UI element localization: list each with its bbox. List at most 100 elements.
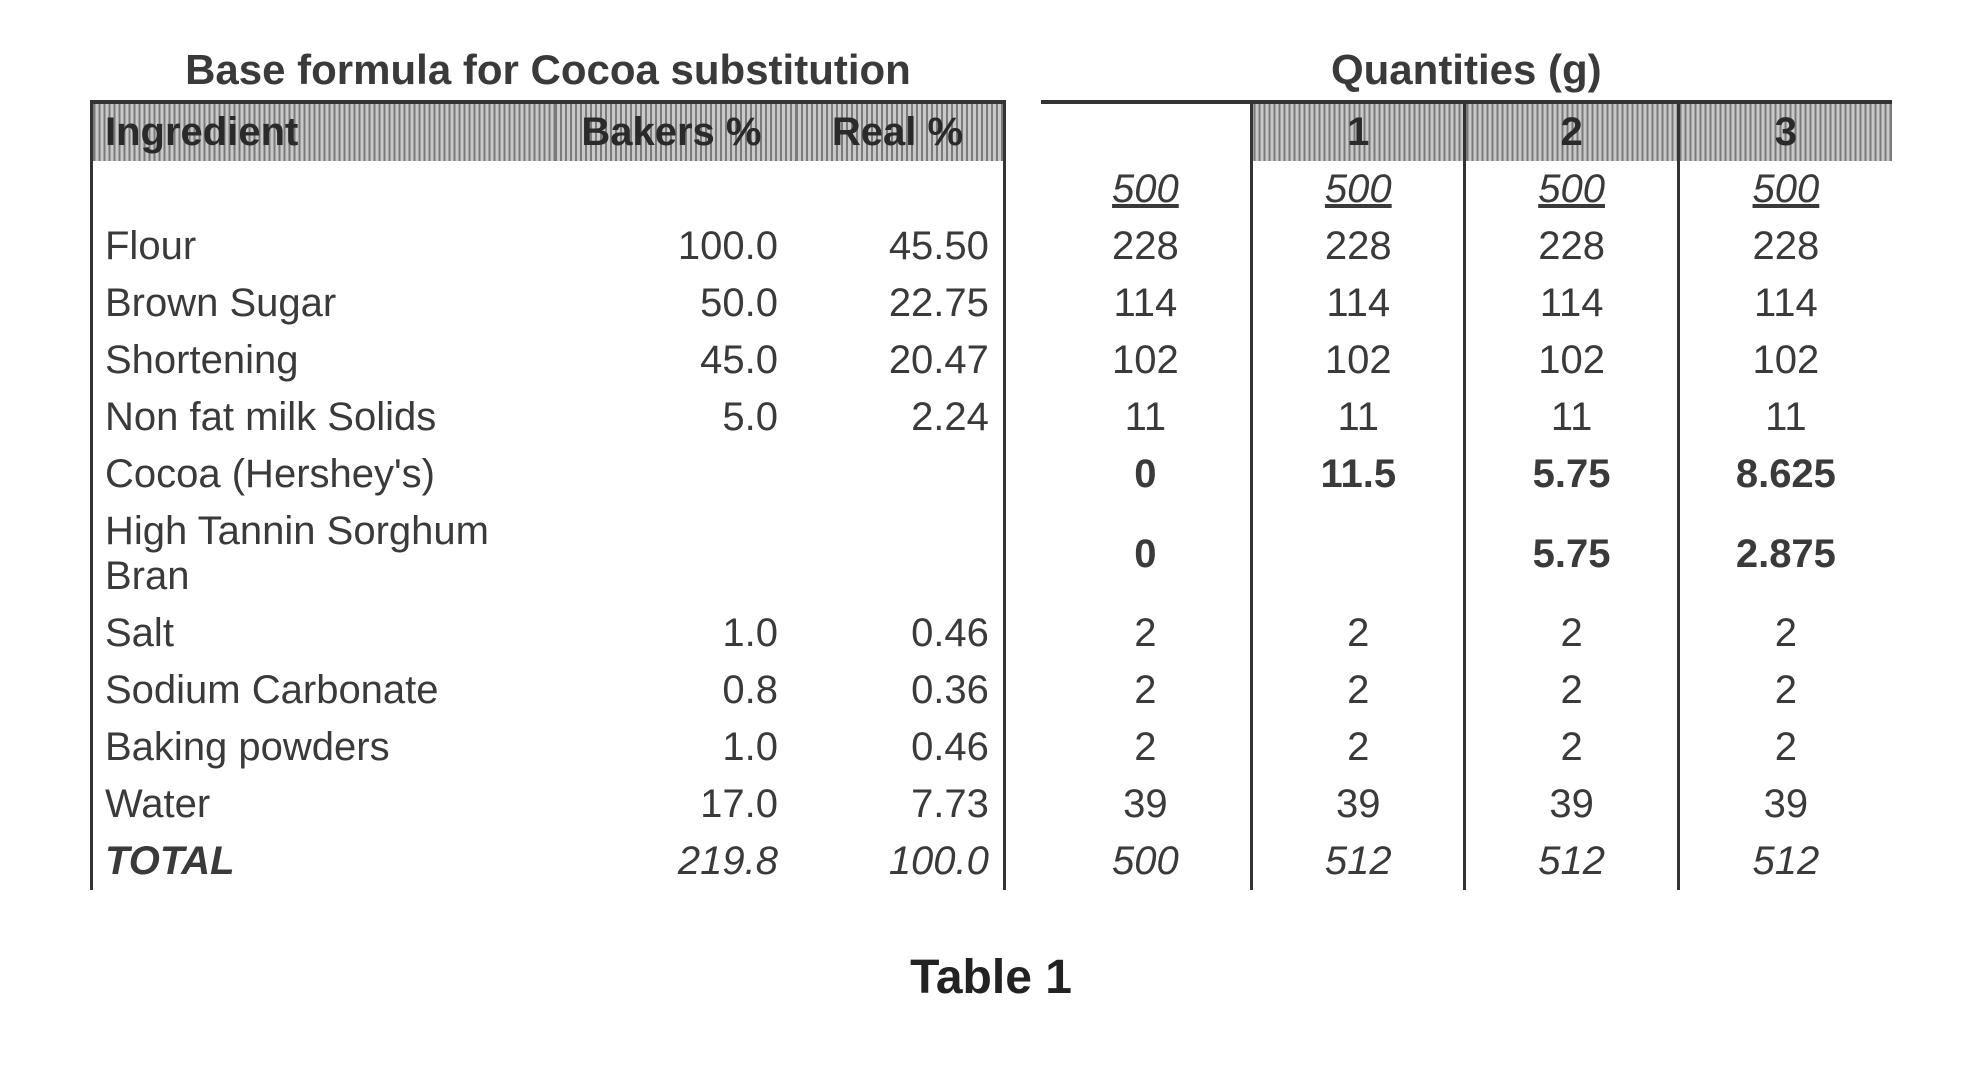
table-row: High Tannin Sorghum Bran05.752.875: [92, 503, 1893, 605]
cell-bakers: 1.0: [555, 719, 796, 776]
title-spacer: [1004, 40, 1040, 102]
cell-q3: 39: [1678, 776, 1892, 833]
cell-bakers: 50.0: [555, 275, 796, 332]
cell-q2: 102: [1465, 332, 1678, 389]
total-real: 100.0: [796, 833, 1004, 890]
cell-q2: 5.75: [1465, 503, 1678, 605]
cell-real: 7.73: [796, 776, 1004, 833]
cell-q2: 2: [1465, 662, 1678, 719]
table-row: Water17.07.7339393939: [92, 776, 1893, 833]
cell-ingredient: Cocoa (Hershey's): [92, 446, 555, 503]
cell-q0: 102: [1041, 332, 1252, 389]
cell-spacer: [1004, 332, 1040, 389]
cell-real: [796, 503, 1004, 605]
cell-q2: 2: [1465, 605, 1678, 662]
cell-bakers: [555, 503, 796, 605]
cell-ingredient: Brown Sugar: [92, 275, 555, 332]
cell-real: [796, 446, 1004, 503]
total-spacer: [1004, 833, 1040, 890]
cell-ingredient: Salt: [92, 605, 555, 662]
table-row: Brown Sugar50.022.75114114114114: [92, 275, 1893, 332]
cell-q3: 2: [1678, 662, 1892, 719]
cell-ingredient: Flour: [92, 218, 555, 275]
cell-q1: 2: [1252, 662, 1465, 719]
page: Base formula for Cocoa substitution Quan…: [0, 0, 1982, 1087]
cell-bakers: 100.0: [555, 218, 796, 275]
batch-blank-bakers: [555, 161, 796, 218]
cell-q0: 39: [1041, 776, 1252, 833]
header-spacer: [1004, 102, 1040, 161]
cell-q1: 2: [1252, 719, 1465, 776]
header-q0: [1041, 102, 1252, 161]
cell-q3: 2.875: [1678, 503, 1892, 605]
table-row: Salt1.00.462222: [92, 605, 1893, 662]
total-q0: 500: [1041, 833, 1252, 890]
table-body: 500 500 500 500 Flour100.045.50228228228…: [92, 161, 1893, 890]
cell-q0: 114: [1041, 275, 1252, 332]
batch-q2: 500: [1465, 161, 1678, 218]
table-row: Sodium Carbonate0.80.362222: [92, 662, 1893, 719]
batch-q0: 500: [1041, 161, 1252, 218]
cell-q3: 2: [1678, 605, 1892, 662]
cell-q3: 102: [1678, 332, 1892, 389]
total-bakers: 219.8: [555, 833, 796, 890]
cell-q1: [1252, 503, 1465, 605]
cell-q3: 2: [1678, 719, 1892, 776]
cell-q3: 11: [1678, 389, 1892, 446]
cell-ingredient: Sodium Carbonate: [92, 662, 555, 719]
cell-spacer: [1004, 776, 1040, 833]
cell-real: 0.46: [796, 719, 1004, 776]
cell-ingredient: Non fat milk Solids: [92, 389, 555, 446]
cell-bakers: 1.0: [555, 605, 796, 662]
cell-real: 22.75: [796, 275, 1004, 332]
cell-q0: 0: [1041, 446, 1252, 503]
batch-blank-real: [796, 161, 1004, 218]
header-row: Ingredient Bakers % Real % 1 2 3: [92, 102, 1893, 161]
cell-spacer: [1004, 662, 1040, 719]
table-row: Cocoa (Hershey's)011.55.758.625: [92, 446, 1893, 503]
cell-bakers: 5.0: [555, 389, 796, 446]
cell-spacer: [1004, 218, 1040, 275]
cell-q1: 114: [1252, 275, 1465, 332]
cell-real: 45.50: [796, 218, 1004, 275]
cell-q1: 102: [1252, 332, 1465, 389]
batch-row: 500 500 500 500: [92, 161, 1893, 218]
header-ingredient: Ingredient: [92, 102, 555, 161]
cell-q2: 228: [1465, 218, 1678, 275]
table-row: Non fat milk Solids5.02.2411111111: [92, 389, 1893, 446]
cell-real: 0.46: [796, 605, 1004, 662]
cell-q0: 2: [1041, 662, 1252, 719]
batch-q1: 500: [1252, 161, 1465, 218]
cell-q2: 114: [1465, 275, 1678, 332]
total-q1: 512: [1252, 833, 1465, 890]
cell-q1: 39: [1252, 776, 1465, 833]
cell-q0: 228: [1041, 218, 1252, 275]
total-row: TOTAL219.8100.0500512512512: [92, 833, 1893, 890]
cell-bakers: 45.0: [555, 332, 796, 389]
cell-q2: 5.75: [1465, 446, 1678, 503]
cell-bakers: [555, 446, 796, 503]
total-label: TOTAL: [92, 833, 555, 890]
cell-q2: 2: [1465, 719, 1678, 776]
cell-real: 20.47: [796, 332, 1004, 389]
total-q3: 512: [1678, 833, 1892, 890]
cell-q0: 11: [1041, 389, 1252, 446]
cell-spacer: [1004, 275, 1040, 332]
cell-q3: 8.625: [1678, 446, 1892, 503]
cell-real: 2.24: [796, 389, 1004, 446]
formula-table: Base formula for Cocoa substitution Quan…: [90, 40, 1892, 890]
table-row: Shortening45.020.47102102102102: [92, 332, 1893, 389]
cell-q0: 2: [1041, 605, 1252, 662]
cell-q0: 2: [1041, 719, 1252, 776]
cell-q2: 11: [1465, 389, 1678, 446]
cell-ingredient: Baking powders: [92, 719, 555, 776]
cell-ingredient: Shortening: [92, 332, 555, 389]
cell-q1: 2: [1252, 605, 1465, 662]
cell-spacer: [1004, 605, 1040, 662]
cell-ingredient: Water: [92, 776, 555, 833]
cell-spacer: [1004, 446, 1040, 503]
total-q2: 512: [1465, 833, 1678, 890]
header-q3: 3: [1678, 102, 1892, 161]
batch-blank-ing: [92, 161, 555, 218]
cell-q0: 0: [1041, 503, 1252, 605]
